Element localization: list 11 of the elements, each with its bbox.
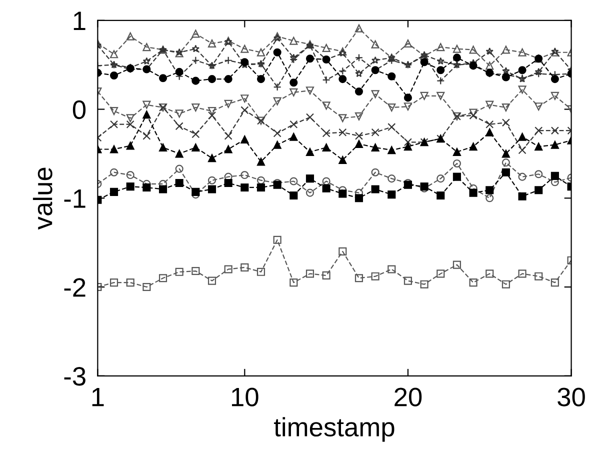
y-tick-label: -3 (64, 367, 86, 386)
y-axis-title: value (32, 168, 52, 230)
x-axis-title: timestamp (274, 417, 394, 442)
x-tick-label: 10 (232, 388, 258, 406)
y-tick-label: 1 (74, 12, 86, 30)
x-tick-label: 30 (558, 388, 585, 406)
x-tick-label: 20 (394, 388, 422, 406)
y-tick-label: -2 (64, 278, 86, 297)
y-tick-label: -1 (64, 190, 86, 208)
x-tick-label: 1 (92, 388, 104, 406)
y-tick-label: 0 (72, 100, 86, 120)
